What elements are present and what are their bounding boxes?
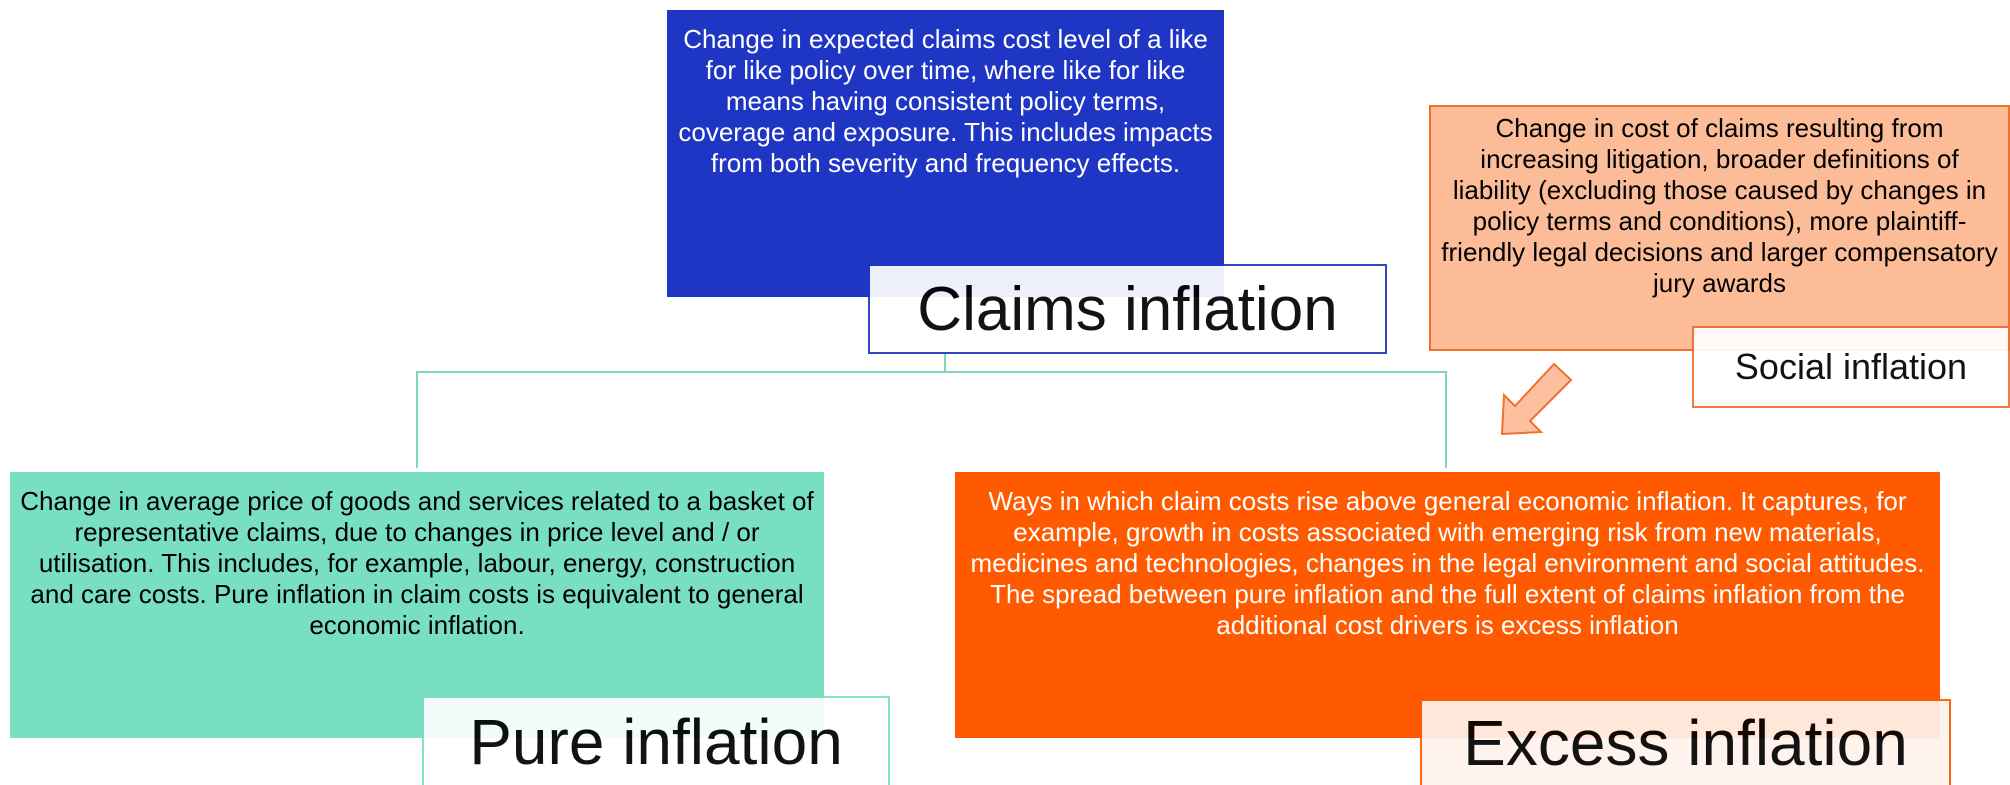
- excess-box: Ways in which claim costs rise above gen…: [955, 472, 1940, 738]
- social-box: Change in cost of claims resulting from …: [1429, 105, 2010, 351]
- social-label: Social inflation: [1692, 326, 2010, 408]
- claims-description: Change in expected claims cost level of …: [678, 24, 1213, 178]
- connector: [416, 371, 1447, 468]
- excess-description: Ways in which claim costs rise above gen…: [970, 486, 1925, 640]
- pure-description: Change in average price of goods and ser…: [20, 486, 814, 640]
- pure-box: Change in average price of goods and ser…: [10, 472, 824, 738]
- claims-label: Claims inflation: [868, 264, 1387, 354]
- arrow: [1500, 362, 1573, 436]
- claims-box: Change in expected claims cost level of …: [667, 10, 1224, 297]
- excess-label: Excess inflation: [1420, 699, 1951, 785]
- pure-label: Pure inflation: [422, 696, 890, 785]
- social-description: Change in cost of claims resulting from …: [1441, 113, 1998, 298]
